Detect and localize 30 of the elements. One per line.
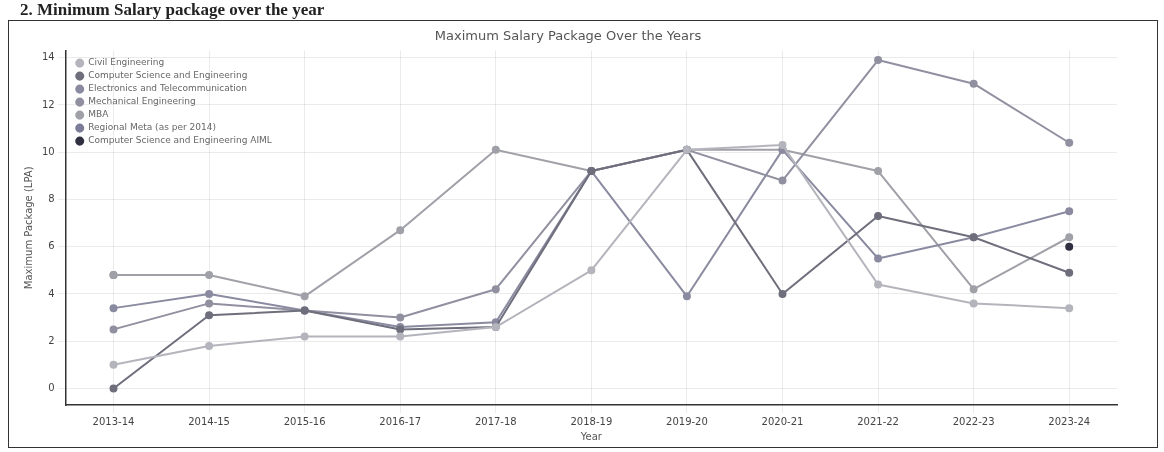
chart-title: Maximum Salary Package Over the Years [434,28,702,44]
y-axis-title: Maximum Package (LPA) [22,166,34,290]
y-tick-label: 2 [48,334,55,346]
x-tick-label: 2022-23 [952,415,995,427]
legend-label: Computer Science and Engineering [88,70,248,81]
legend-label: Mechanical Engineering [88,96,196,107]
legend-label: Electronics and Telecommunication [88,83,248,94]
x-tick-label: 2015-16 [283,415,326,427]
legend-label: Regional Meta (as per 2014) [88,122,216,133]
x-tick-label: 2017-18 [474,415,517,427]
y-tick-label: 4 [48,287,55,299]
legend-label: MBA [88,109,110,120]
x-tick-label: 2020-21 [761,415,804,427]
y-tick-label: 10 [41,145,55,157]
x-tick-label: 2013-14 [92,415,135,427]
legend-label: Civil Engineering [88,57,165,68]
legend-label: Computer Science and Engineering AIML [88,135,272,146]
y-tick-label: 6 [48,240,55,252]
y-tick-label: 8 [48,193,55,205]
text: 2. Minimum Salary package over the year [20,0,325,20]
x-tick-label: 2019-20 [666,415,708,427]
y-tick-label: 14 [41,51,55,63]
x-axis-title: Year [579,430,603,442]
x-tick-label: 2021-22 [857,415,899,427]
y-tick-label: 12 [41,98,55,110]
x-tick-label: 2014-15 [188,415,230,427]
x-tick-label: 2023-24 [1048,415,1091,427]
x-tick-label: 2016-17 [379,415,422,427]
x-tick-label: 2018-19 [570,415,613,427]
y-tick-label: 0 [48,382,55,394]
